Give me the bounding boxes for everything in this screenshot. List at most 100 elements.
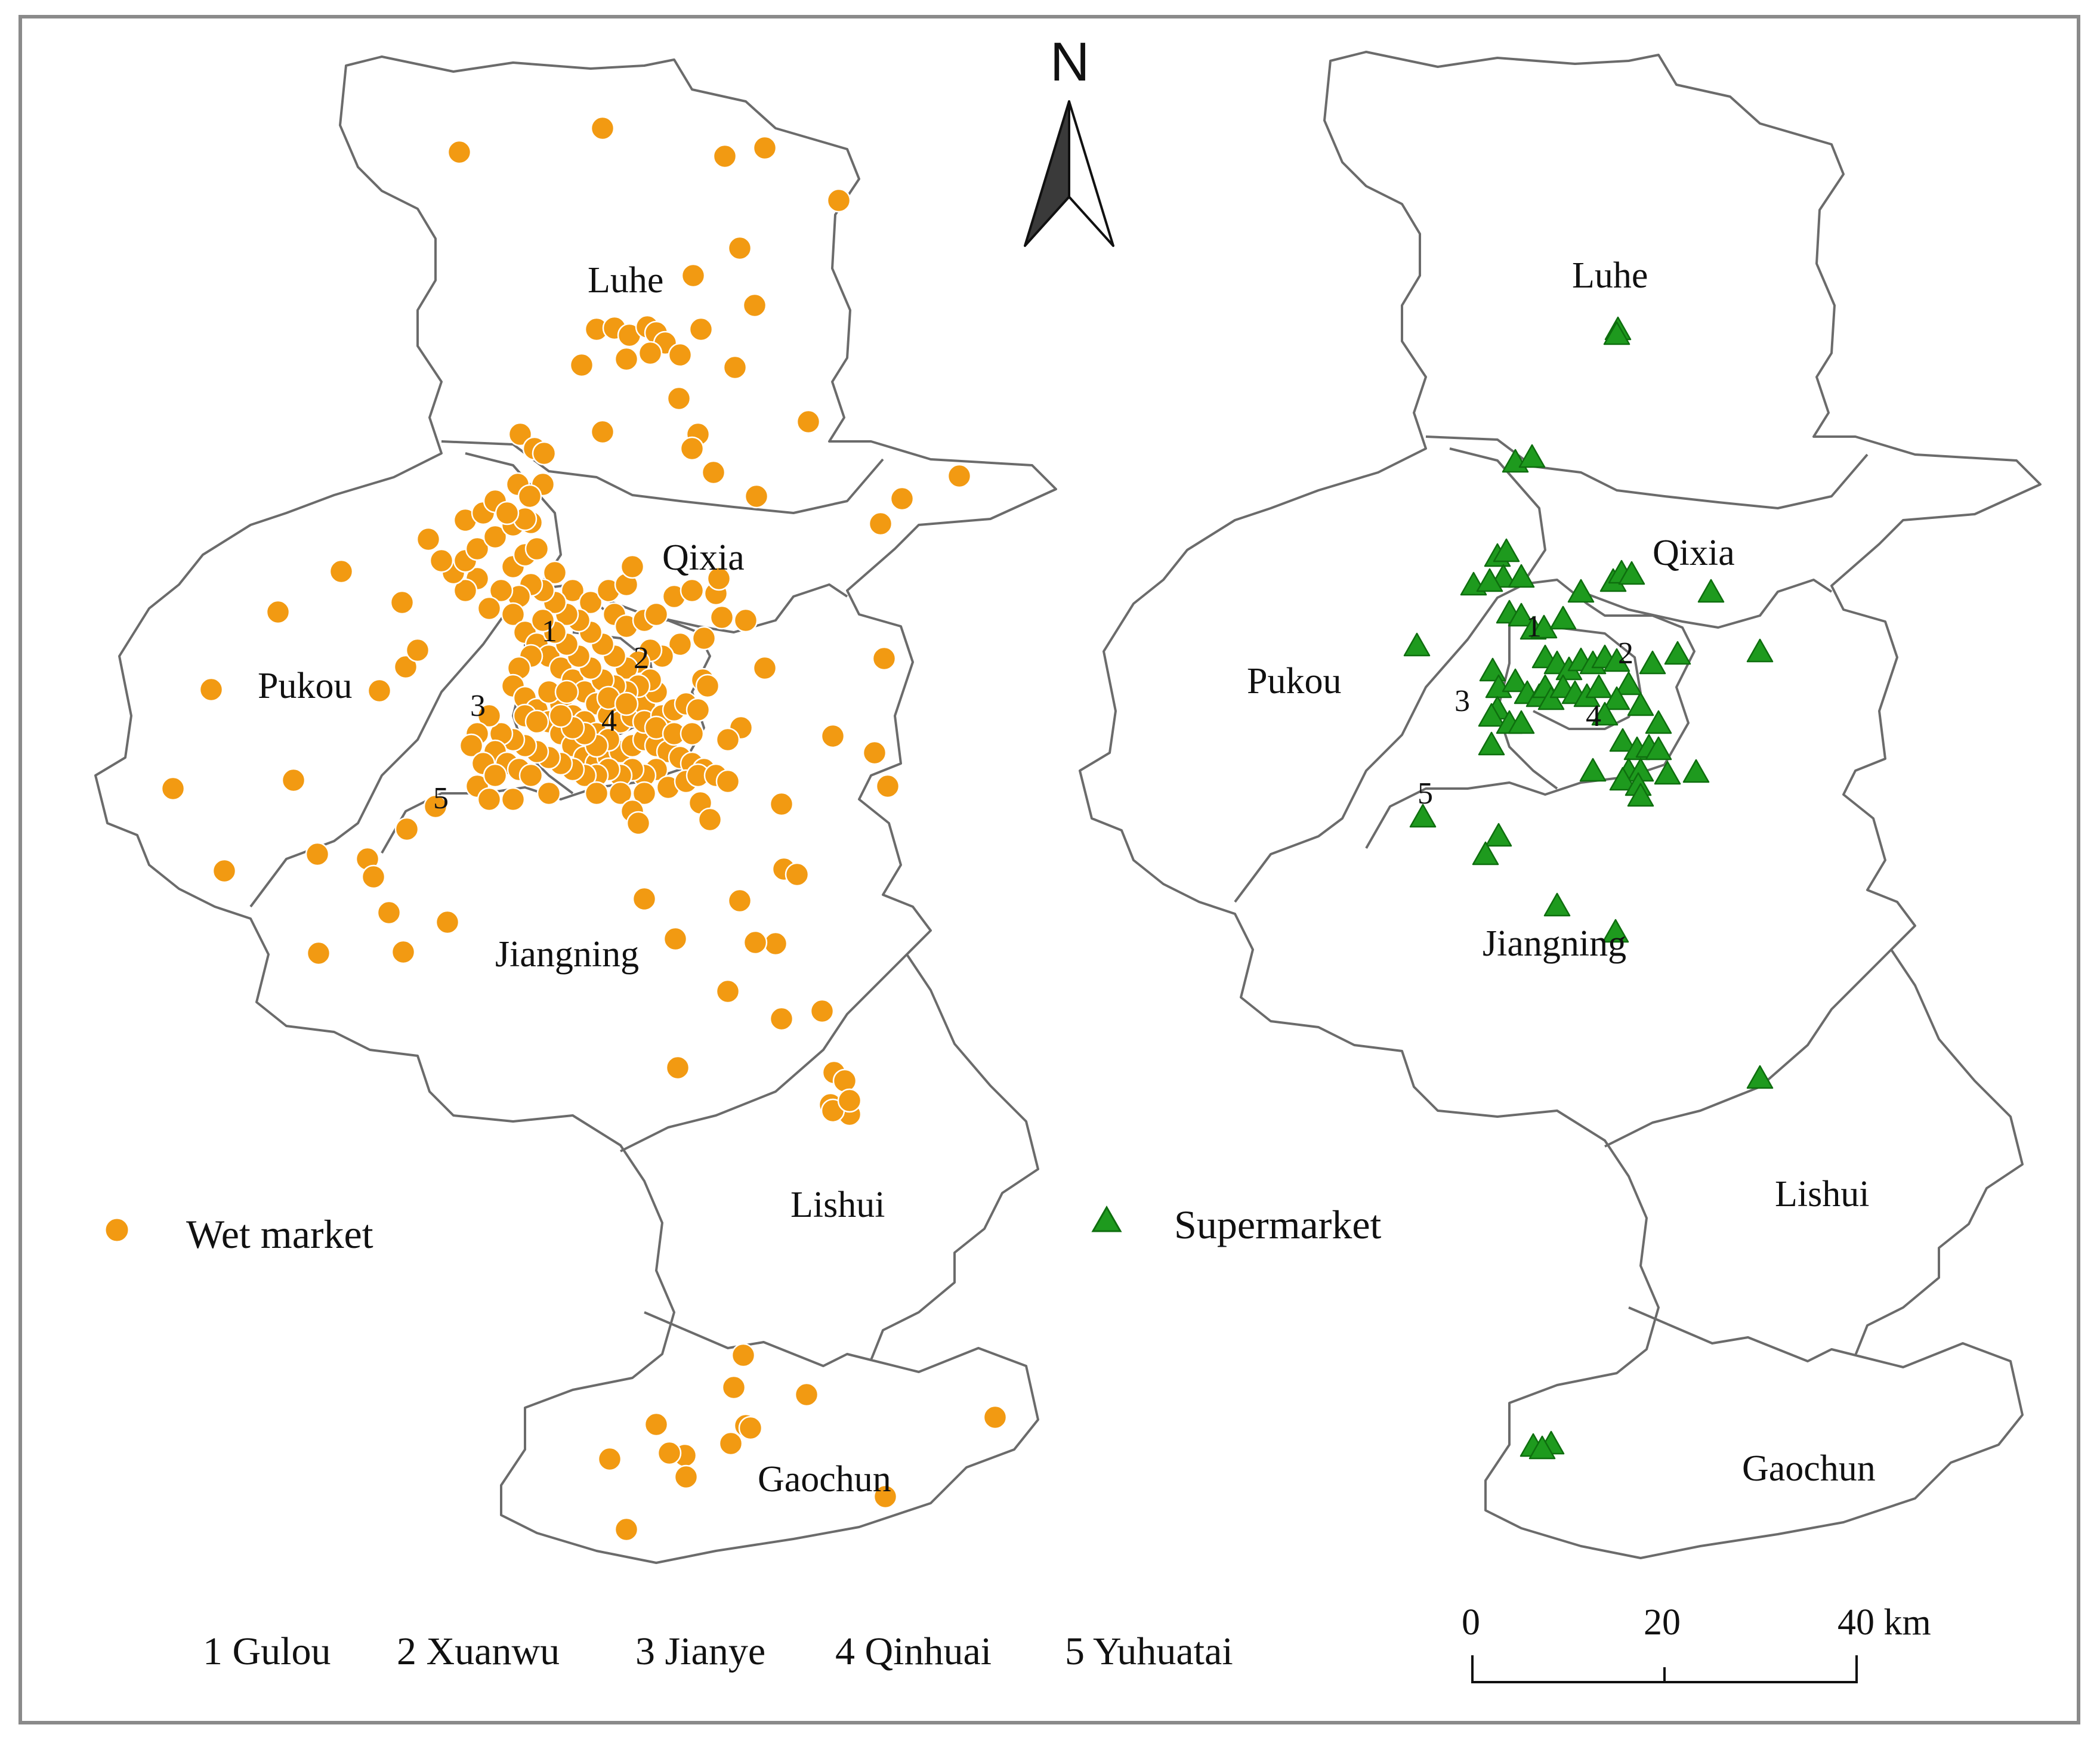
district-number-2-right: 2 <box>1618 636 1633 670</box>
scale-tick-0: 0 <box>1462 1602 1480 1643</box>
supermarket-point <box>1409 803 1437 828</box>
wet-market-point <box>390 590 415 615</box>
district-number-3-right: 3 <box>1454 684 1470 718</box>
wet-market-point <box>542 560 567 585</box>
wet-market-point <box>742 293 767 318</box>
wet-market-point <box>530 608 555 633</box>
supermarket-point <box>1579 758 1607 782</box>
wet-market-point <box>632 886 657 911</box>
wet-market-point <box>429 548 454 573</box>
wet-market-point <box>608 781 633 806</box>
wet-market-point <box>435 910 460 935</box>
wet-market-point <box>501 602 526 627</box>
supermarket-point <box>1618 561 1645 585</box>
supermarket-point <box>1654 761 1681 785</box>
wet-market-point <box>744 484 769 509</box>
boundary-jiangning-south <box>620 953 908 1152</box>
wet-market-point <box>597 1447 622 1472</box>
wet-market-point <box>691 626 717 651</box>
district-number-4-right: 4 <box>1586 699 1601 733</box>
wet-market-points <box>160 116 1008 1542</box>
district-key-yuhuatai: 5 Yuhuatai <box>1065 1630 1233 1673</box>
wet-market-point <box>495 500 520 526</box>
wet-market-point <box>663 926 688 951</box>
supermarket-point <box>1639 650 1666 675</box>
supermarket-point <box>1609 766 1636 791</box>
wet-market-point <box>361 864 386 889</box>
district-key-jianye: 3 Jianye <box>635 1630 765 1673</box>
boundary-pukou-east <box>249 452 562 908</box>
wet-market-point <box>405 638 430 663</box>
wet-market-point <box>769 792 794 817</box>
supermarket-point <box>1603 686 1630 710</box>
supermarket-point <box>1585 674 1613 698</box>
supermarket-point <box>1664 641 1691 665</box>
wet-market-point <box>826 188 851 213</box>
supermarket-point <box>1518 444 1546 468</box>
wet-market-point <box>501 787 526 812</box>
wet-market-point <box>685 697 711 722</box>
north-arrow-light-half <box>1068 100 1114 247</box>
supermarket-point <box>1609 728 1636 752</box>
wet-market-point <box>367 678 392 703</box>
nanjing-outline-left <box>94 55 1057 1564</box>
wet-market-point <box>160 776 186 801</box>
district-label-qixia-right: Qixia <box>1653 533 1735 573</box>
wet-market-point <box>868 511 893 536</box>
supermarket-point <box>1530 614 1558 639</box>
district-number-5-left: 5 <box>433 781 449 815</box>
wet-market-point <box>644 1412 669 1437</box>
wet-market-point <box>265 599 291 625</box>
district-label-jiangning-right: Jiangning <box>1483 923 1626 964</box>
supermarket-point <box>1567 579 1595 603</box>
supermarket-point <box>1403 632 1431 657</box>
wet-market-point <box>718 1431 743 1456</box>
supermarket-point <box>1627 783 1654 807</box>
wet-market-legend-label: Wet market <box>186 1211 373 1257</box>
wet-market-point <box>666 386 691 411</box>
wet-market-point <box>376 900 402 925</box>
supermarket-points <box>1403 316 1774 1460</box>
wet-market-point <box>715 727 740 752</box>
wet-market-point <box>281 768 306 793</box>
boundary-lishui-south-r <box>1628 1306 1856 1362</box>
wet-market-point <box>820 724 845 749</box>
wet-market-point <box>524 536 549 561</box>
wet-market-point <box>752 135 777 160</box>
wet-market-point <box>862 740 887 765</box>
wet-market-point <box>638 341 663 366</box>
wet-market-point <box>727 888 752 913</box>
wet-market-point <box>477 787 502 812</box>
wet-market-point <box>423 794 448 819</box>
district-number-1-left: 1 <box>542 614 557 648</box>
scale-tick-20: 20 <box>1644 1602 1681 1643</box>
supermarket-point <box>1528 1435 1556 1460</box>
wet-market-point <box>212 858 237 883</box>
wet-market-point <box>731 1343 756 1368</box>
supermarket-point <box>1508 602 1535 627</box>
wet-market-point <box>632 781 657 806</box>
wet-market-point <box>983 1405 1008 1430</box>
wet-market-point <box>872 646 897 671</box>
boundary-jiangning-south-r <box>1604 948 1892 1148</box>
district-key-qinhuai: 4 Qinhuai <box>835 1630 992 1673</box>
district-label-gaochun-left: Gaochun <box>758 1459 891 1500</box>
wet-market-point <box>548 703 573 728</box>
wet-market-point <box>709 605 734 630</box>
wet-market-point <box>657 1441 682 1466</box>
supermarket-point <box>1697 579 1725 603</box>
scale-bar-line <box>1471 1655 1858 1683</box>
district-number-5-right: 5 <box>1418 777 1433 811</box>
boundary-lishui-south <box>644 1311 872 1367</box>
scale-tick-40: 40 km <box>1838 1602 1931 1643</box>
wet-market-point <box>626 811 651 836</box>
district-label-pukou-left: Pukou <box>258 666 352 706</box>
wet-market-point <box>794 1382 819 1407</box>
wet-market-point <box>536 781 561 806</box>
district-number-1-right: 1 <box>1526 610 1542 644</box>
boundary-inner-city-r <box>1365 579 1696 849</box>
supermarket-point <box>1627 692 1654 716</box>
wet-market-point <box>680 721 705 746</box>
supermarket-point <box>1476 568 1503 592</box>
